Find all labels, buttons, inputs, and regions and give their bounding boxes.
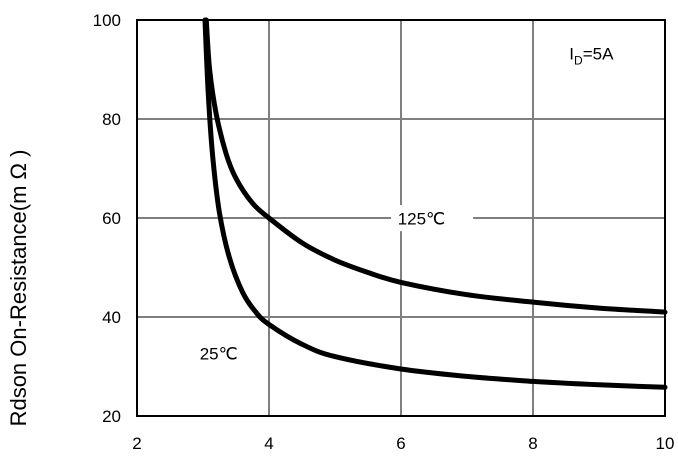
y-tick-label: 40 (102, 308, 121, 327)
series-125c-line (203, 17, 668, 315)
x-tick-label: 10 (656, 434, 675, 453)
y-tick-label: 20 (102, 407, 121, 426)
y-tick-label: 100 (93, 11, 121, 30)
plot-frame (136, 19, 666, 417)
x-tick-label: 4 (264, 434, 273, 453)
x-tick-label: 8 (528, 434, 537, 453)
condition-label: ID=5A (569, 45, 614, 68)
x-tick-label: 6 (396, 434, 405, 453)
x-tick-label: 2 (132, 434, 141, 453)
series-25c-line (202, 17, 668, 390)
series-label-125c: 125℃ (398, 209, 445, 228)
y-tick-label: 60 (102, 209, 121, 228)
y-axis-label: Rdson On-Resistance(m Ω ) (6, 150, 31, 427)
series-label-25c: 25℃ (200, 345, 238, 364)
series-label-background (391, 205, 474, 232)
y-tick-label: 80 (102, 110, 121, 129)
